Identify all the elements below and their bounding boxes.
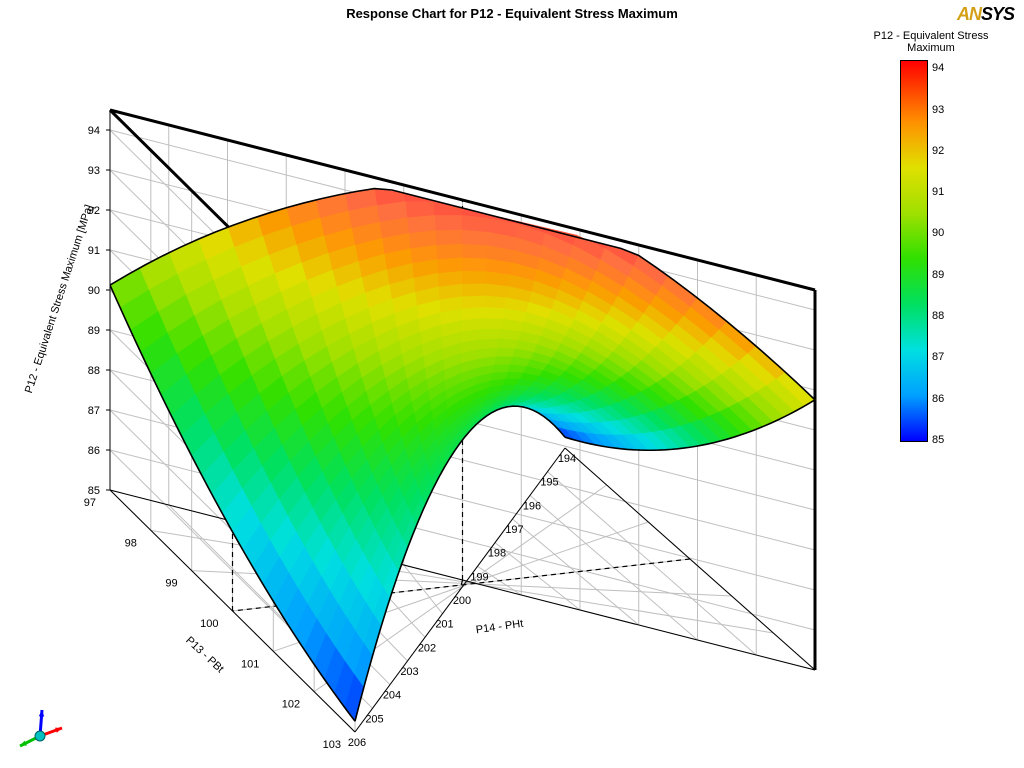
color-legend: P12 - Equivalent Stress Maximum 85868788… (856, 30, 1006, 442)
svg-text:203: 203 (400, 666, 418, 678)
svg-text:99: 99 (165, 578, 177, 590)
svg-text:89: 89 (88, 325, 100, 337)
legend-tick-label: 88 (932, 310, 944, 322)
svg-text:94: 94 (88, 125, 100, 137)
svg-text:200: 200 (453, 595, 471, 607)
legend-ticks: 85868788899091929394 (932, 60, 962, 440)
svg-text:87: 87 (88, 405, 100, 417)
legend-tick-label: 92 (932, 145, 944, 157)
svg-text:103: 103 (323, 739, 341, 751)
legend-tick-label: 91 (932, 186, 944, 198)
logo-black: SYS (981, 4, 1014, 24)
svg-text:91: 91 (88, 245, 100, 257)
svg-text:93: 93 (88, 165, 100, 177)
chart-title: Response Chart for P12 - Equivalent Stre… (0, 6, 1024, 21)
svg-text:201: 201 (435, 619, 453, 631)
legend-tick-label: 94 (932, 62, 944, 74)
legend-title: P12 - Equivalent Stress Maximum (856, 30, 1006, 54)
svg-text:P13 - PBt: P13 - PBt (183, 634, 226, 675)
svg-text:195: 195 (540, 477, 558, 489)
svg-text:204: 204 (383, 690, 401, 702)
ansys-logo: ANSYS (957, 4, 1014, 25)
svg-text:P12 - Equivalent Stress Maximu: P12 - Equivalent Stress Maximum [MPa] (23, 203, 95, 395)
legend-tick-label: 90 (932, 227, 944, 239)
svg-text:198: 198 (488, 548, 506, 560)
svg-text:205: 205 (365, 713, 383, 725)
svg-text:97: 97 (84, 497, 96, 509)
response-surface-3d[interactable]: 8586878889909192939497989910010110210319… (10, 30, 840, 760)
svg-text:102: 102 (282, 699, 300, 711)
legend-tick-label: 93 (932, 104, 944, 116)
svg-text:90: 90 (88, 285, 100, 297)
logo-gold: AN (957, 4, 981, 24)
triad-origin (35, 731, 45, 741)
legend-tick-label: 87 (932, 351, 944, 363)
svg-text:85: 85 (88, 485, 100, 497)
orientation-triad[interactable] (10, 688, 80, 758)
svg-text:P14 - PHt: P14 - PHt (475, 618, 524, 637)
legend-tick-label: 85 (932, 434, 944, 446)
svg-text:196: 196 (523, 500, 541, 512)
svg-text:101: 101 (241, 658, 259, 670)
svg-text:88: 88 (88, 365, 100, 377)
svg-text:202: 202 (418, 642, 436, 654)
legend-tick-label: 86 (932, 393, 944, 405)
svg-text:197: 197 (505, 524, 523, 536)
svg-text:100: 100 (200, 618, 218, 630)
legend-tick-label: 89 (932, 269, 944, 281)
svg-text:206: 206 (348, 737, 366, 749)
legend-colorbar (900, 60, 928, 442)
svg-text:194: 194 (558, 453, 576, 465)
svg-text:86: 86 (88, 445, 100, 457)
svg-text:98: 98 (125, 537, 137, 549)
svg-text:199: 199 (470, 571, 488, 583)
